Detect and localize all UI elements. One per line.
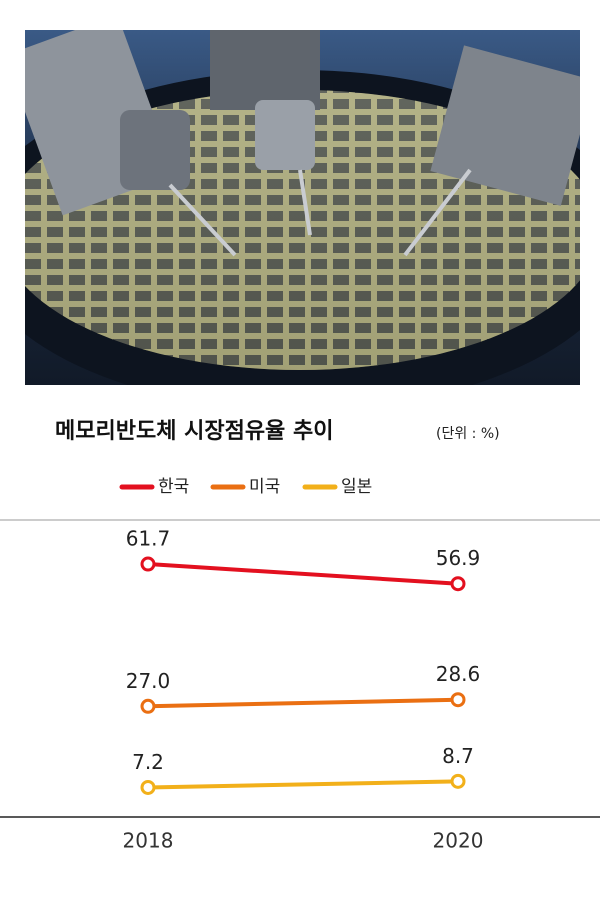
point	[140, 698, 156, 714]
value-label: 28.6	[436, 662, 481, 686]
legend-label: 일본	[341, 477, 372, 497]
value-label: 27.0	[126, 669, 171, 693]
point	[450, 692, 466, 708]
legend-label: 미국	[249, 477, 280, 497]
value-label: 7.2	[132, 750, 164, 774]
series-line	[147, 779, 459, 790]
chart-title: 메모리반도체 시장점유율 추이	[55, 419, 333, 444]
chart-subtitle: (단위 : %)	[436, 426, 500, 442]
point	[140, 556, 156, 572]
series-line	[147, 562, 459, 586]
value-label: 56.9	[436, 546, 481, 570]
x-tick-label: 2018	[123, 829, 174, 853]
point	[450, 773, 466, 789]
value-label: 8.7	[442, 744, 474, 768]
point	[450, 576, 466, 592]
point	[140, 779, 156, 795]
photo	[25, 30, 580, 385]
value-label: 61.7	[126, 527, 171, 551]
x-tick-label: 2020	[433, 829, 484, 853]
legend-label: 한국	[158, 477, 189, 497]
series-line	[147, 697, 459, 709]
